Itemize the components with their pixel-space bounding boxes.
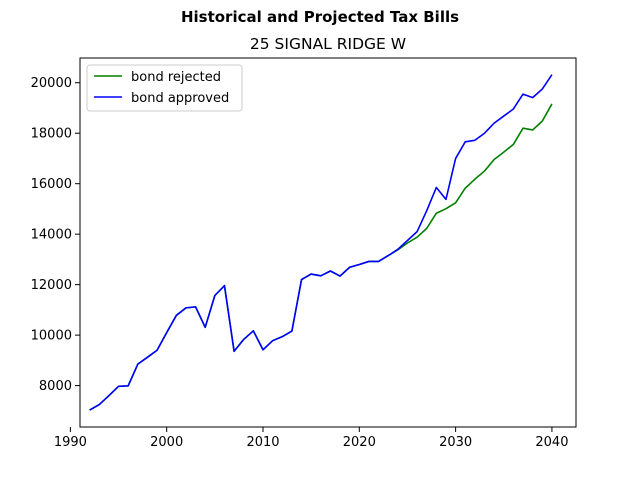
x-axis: 1990 2000 2010 2020 2030 2040 xyxy=(54,427,568,450)
y-axis: 8000 10000 12000 14000 16000 18000 20000 xyxy=(31,76,80,394)
plot-area: 1990 2000 2010 2020 2030 2040 8000 10000 12000 1… xyxy=(31,57,577,450)
axes-frame xyxy=(79,57,577,428)
series-line-bond-rejected xyxy=(89,103,553,411)
y-tick-label: 18000 xyxy=(31,127,72,142)
x-tick-label: 1990 xyxy=(54,435,87,450)
chart-title: 25 SIGNAL RIDGE W xyxy=(250,35,406,53)
x-tick-label: 2010 xyxy=(246,435,279,450)
x-tick-label: 2020 xyxy=(343,435,376,450)
x-tick-label: 2000 xyxy=(150,435,183,450)
x-tick-label: 2040 xyxy=(535,435,568,450)
y-tick-label: 12000 xyxy=(31,278,72,293)
x-tick-label: 2030 xyxy=(439,435,472,450)
y-tick-label: 10000 xyxy=(31,329,72,344)
y-tick-label: 20000 xyxy=(31,76,72,91)
figure-suptitle: Historical and Projected Tax Bills xyxy=(181,8,459,26)
y-tick-label: 16000 xyxy=(31,177,72,192)
series-layer xyxy=(89,74,553,411)
legend-box xyxy=(86,64,243,112)
legend-label-bond-approved: bond approved xyxy=(131,91,229,106)
y-tick-label: 14000 xyxy=(31,228,72,243)
legend-label-bond-rejected: bond rejected xyxy=(131,70,221,85)
y-tick-label: 8000 xyxy=(39,379,72,394)
legend: bond rejected bond approved xyxy=(86,64,243,112)
series-line-bond-approved xyxy=(89,74,553,411)
